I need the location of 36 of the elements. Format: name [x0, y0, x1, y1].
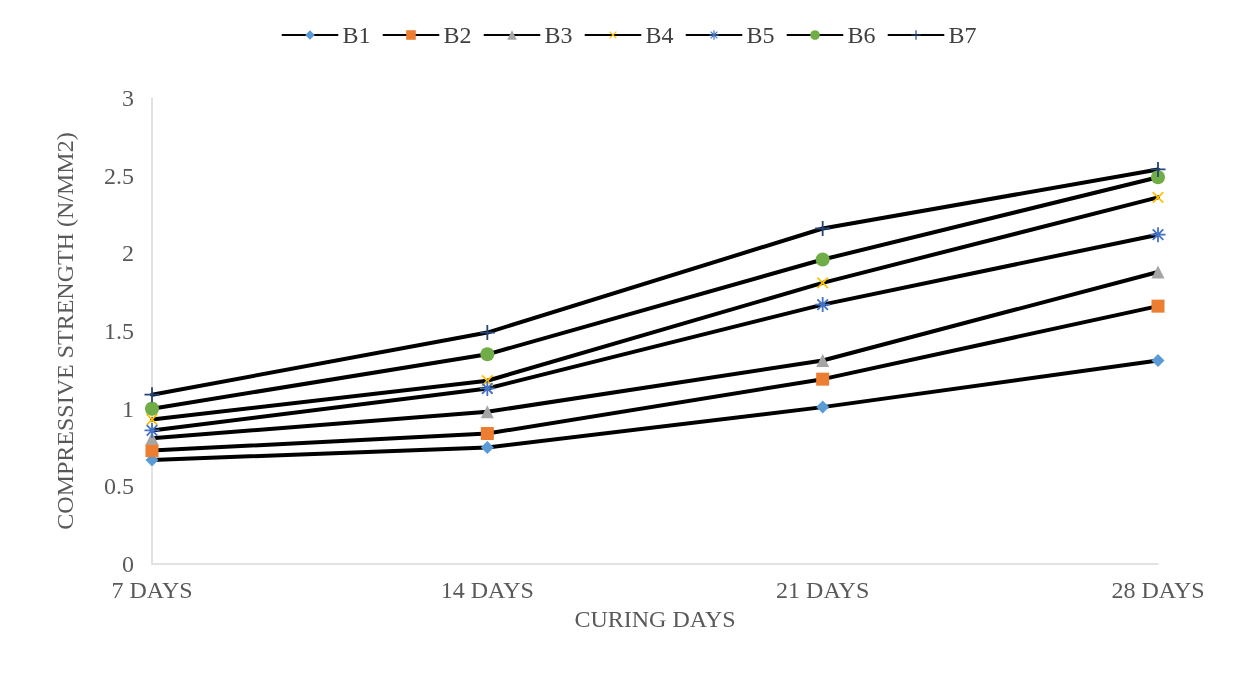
point [815, 252, 830, 267]
y-axis-title: COMPRESSIVE STRENGTH (N/MM2) [52, 132, 78, 530]
legend-label: B5 [746, 22, 775, 48]
legend-label: B1 [342, 22, 371, 48]
legend-label: B4 [645, 22, 674, 48]
point [1151, 170, 1165, 185]
y-tick-label: 2.5 [104, 162, 134, 189]
x-axis-title: CURING DAYS [574, 605, 736, 632]
point [816, 276, 829, 289]
y-tick-label: 1 [122, 395, 134, 422]
point [480, 347, 495, 362]
point [1151, 265, 1165, 279]
point [145, 444, 159, 458]
x-tick-label: 7 DAYS [111, 577, 193, 603]
point [1151, 354, 1165, 368]
point [145, 401, 159, 416]
point [480, 441, 494, 454]
x-tick-label: 28 DAYS [1111, 577, 1205, 603]
point [816, 372, 830, 386]
y-tick-label: 1.5 [104, 318, 134, 344]
point [480, 427, 494, 441]
y-tick-label: 2 [122, 240, 134, 267]
point [144, 387, 160, 403]
x-tick-label: 14 DAYS [440, 577, 534, 603]
legend-label: B3 [544, 22, 573, 48]
point [816, 354, 830, 368]
point [480, 405, 494, 419]
point [1151, 299, 1165, 313]
y-tick-label: 0 [122, 551, 134, 577]
legend-label: B7 [948, 22, 977, 48]
y-tick-label: 0.5 [104, 473, 134, 500]
point [816, 400, 830, 414]
legend-label: B2 [443, 22, 472, 48]
legend-label: B6 [847, 22, 876, 48]
x-tick-label: 21 DAYS [776, 577, 870, 603]
y-tick-label: 3 [122, 85, 134, 111]
